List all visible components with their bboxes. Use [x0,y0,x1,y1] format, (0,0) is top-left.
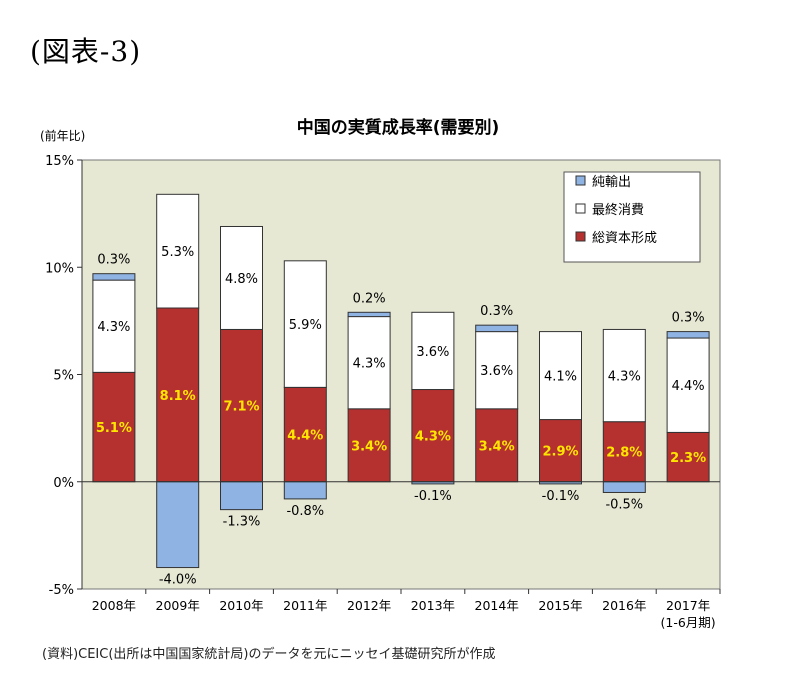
data-label-capital-formation: 2.8% [606,446,642,461]
data-label-final-consumption: 4.3% [97,320,130,335]
legend-swatch-consumption [575,203,586,214]
legend-box [563,171,701,263]
bar-capital-formation [666,431,710,483]
y-tick-label: 5% [53,369,74,384]
y-tick-label: 0% [53,476,74,491]
data-label-net-exports: -0.1% [414,489,452,504]
x-tick-label: 2013年 [411,598,455,613]
data-label-net-exports: 0.3% [480,304,513,319]
data-label-net-exports: 0.3% [672,311,705,326]
bar-capital-formation [347,408,391,483]
bar-capital-formation [475,408,519,483]
bar-final-consumption [411,311,455,391]
data-label-final-consumption: 4.8% [225,272,258,287]
bar-net-exports [220,481,263,511]
data-label-capital-formation: 2.3% [670,451,706,466]
bar-capital-formation [156,307,200,483]
bar-net-exports [602,481,646,493]
bars [92,193,710,569]
x-tick-label: 2015年 [538,598,582,613]
bar-final-consumption [602,328,646,423]
y-tick-label: -5% [49,583,74,598]
x-tick-label: 2010年 [219,598,263,613]
data-label-capital-formation: 2.9% [542,445,578,460]
bar-net-exports [92,273,136,281]
y-axis: 15% 10% 5% 0% -5% [45,154,83,598]
bar-net-exports [347,311,391,318]
figure-label: (図表-3) [30,35,142,68]
data-label-final-consumption: 3.6% [480,364,513,379]
chart-title: 中国の実質成長率(需要別) [297,117,500,138]
data-labels: 5.1% 4.3% 0.3% 8.1% 5.3% -4.0% 7.1% 4.8% -1.3% 4.… [96,245,706,587]
data-label-capital-formation: 7.1% [223,400,259,415]
bar-net-exports [666,331,710,339]
bar-capital-formation [411,389,455,483]
x-tick-label: 2016年 [602,598,646,613]
legend-swatch-net_exports [575,175,586,186]
y-axis-unit-label: (前年比) [40,128,85,143]
data-label-net-exports: 0.3% [97,253,130,268]
bar-final-consumption [666,337,710,433]
bar-capital-formation [283,386,327,483]
data-label-final-consumption: 4.3% [353,357,386,372]
y-tick-label: 15% [45,154,74,169]
x-tick-label: 2012年 [347,598,391,613]
data-label-net-exports: -0.1% [542,489,580,504]
bar-final-consumption [475,331,519,410]
data-label-capital-formation: 8.1% [160,389,196,404]
data-label-capital-formation: 5.1% [96,421,132,436]
bar-final-consumption [220,225,263,330]
data-label-net-exports: -0.5% [605,497,643,512]
legend-label-capital: 総資本形成 [592,231,657,246]
data-label-final-consumption: 4.4% [672,379,705,394]
data-label-net-exports: -1.3% [223,515,261,530]
data-label-net-exports: -4.0% [159,573,197,588]
data-label-capital-formation: 3.4% [351,439,387,454]
x-tick-label: 2014年 [475,598,519,613]
bar-final-consumption [539,331,582,421]
bar-net-exports [156,481,200,569]
data-label-final-consumption: 4.3% [608,370,641,385]
x-tick-sublabel: (1-6月期) [661,615,716,630]
x-axis: 2008年 2009年 2010年 2011年 2012年 2013年 2014年 2015年… [92,589,721,630]
data-label-capital-formation: 4.4% [287,429,323,444]
source-note: (資料)CEIC(出所は中国国家統計局)のデータを元にニッセイ基礎研究所が作成 [42,647,496,662]
bar-final-consumption [283,260,327,388]
bar-net-exports [283,481,327,500]
data-label-final-consumption: 3.6% [416,345,449,360]
data-label-net-exports: 0.2% [353,291,386,306]
legend-label-consumption: 最終消費 [592,202,644,218]
x-tick-label: 2008年 [92,598,136,613]
bar-net-exports [475,324,519,333]
data-label-final-consumption: 5.3% [161,245,194,260]
y-tick-label: 10% [45,261,74,276]
bar-capital-formation [602,421,646,483]
legend-label-net_exports: 純輸出 [592,175,631,190]
bar-capital-formation [539,419,582,483]
data-label-final-consumption: 4.1% [544,370,577,385]
legend-swatch-capital [575,231,586,242]
x-tick-label: 2017年 [666,598,710,613]
bar-final-consumption [347,316,391,410]
x-tick-label: 2009年 [156,598,200,613]
data-label-capital-formation: 4.3% [415,430,451,445]
data-label-capital-formation: 3.4% [479,439,515,454]
data-label-net-exports: -0.8% [286,504,324,519]
bar-final-consumption [156,193,200,309]
data-label-final-consumption: 5.9% [289,318,322,333]
x-tick-label: 2011年 [283,598,327,613]
